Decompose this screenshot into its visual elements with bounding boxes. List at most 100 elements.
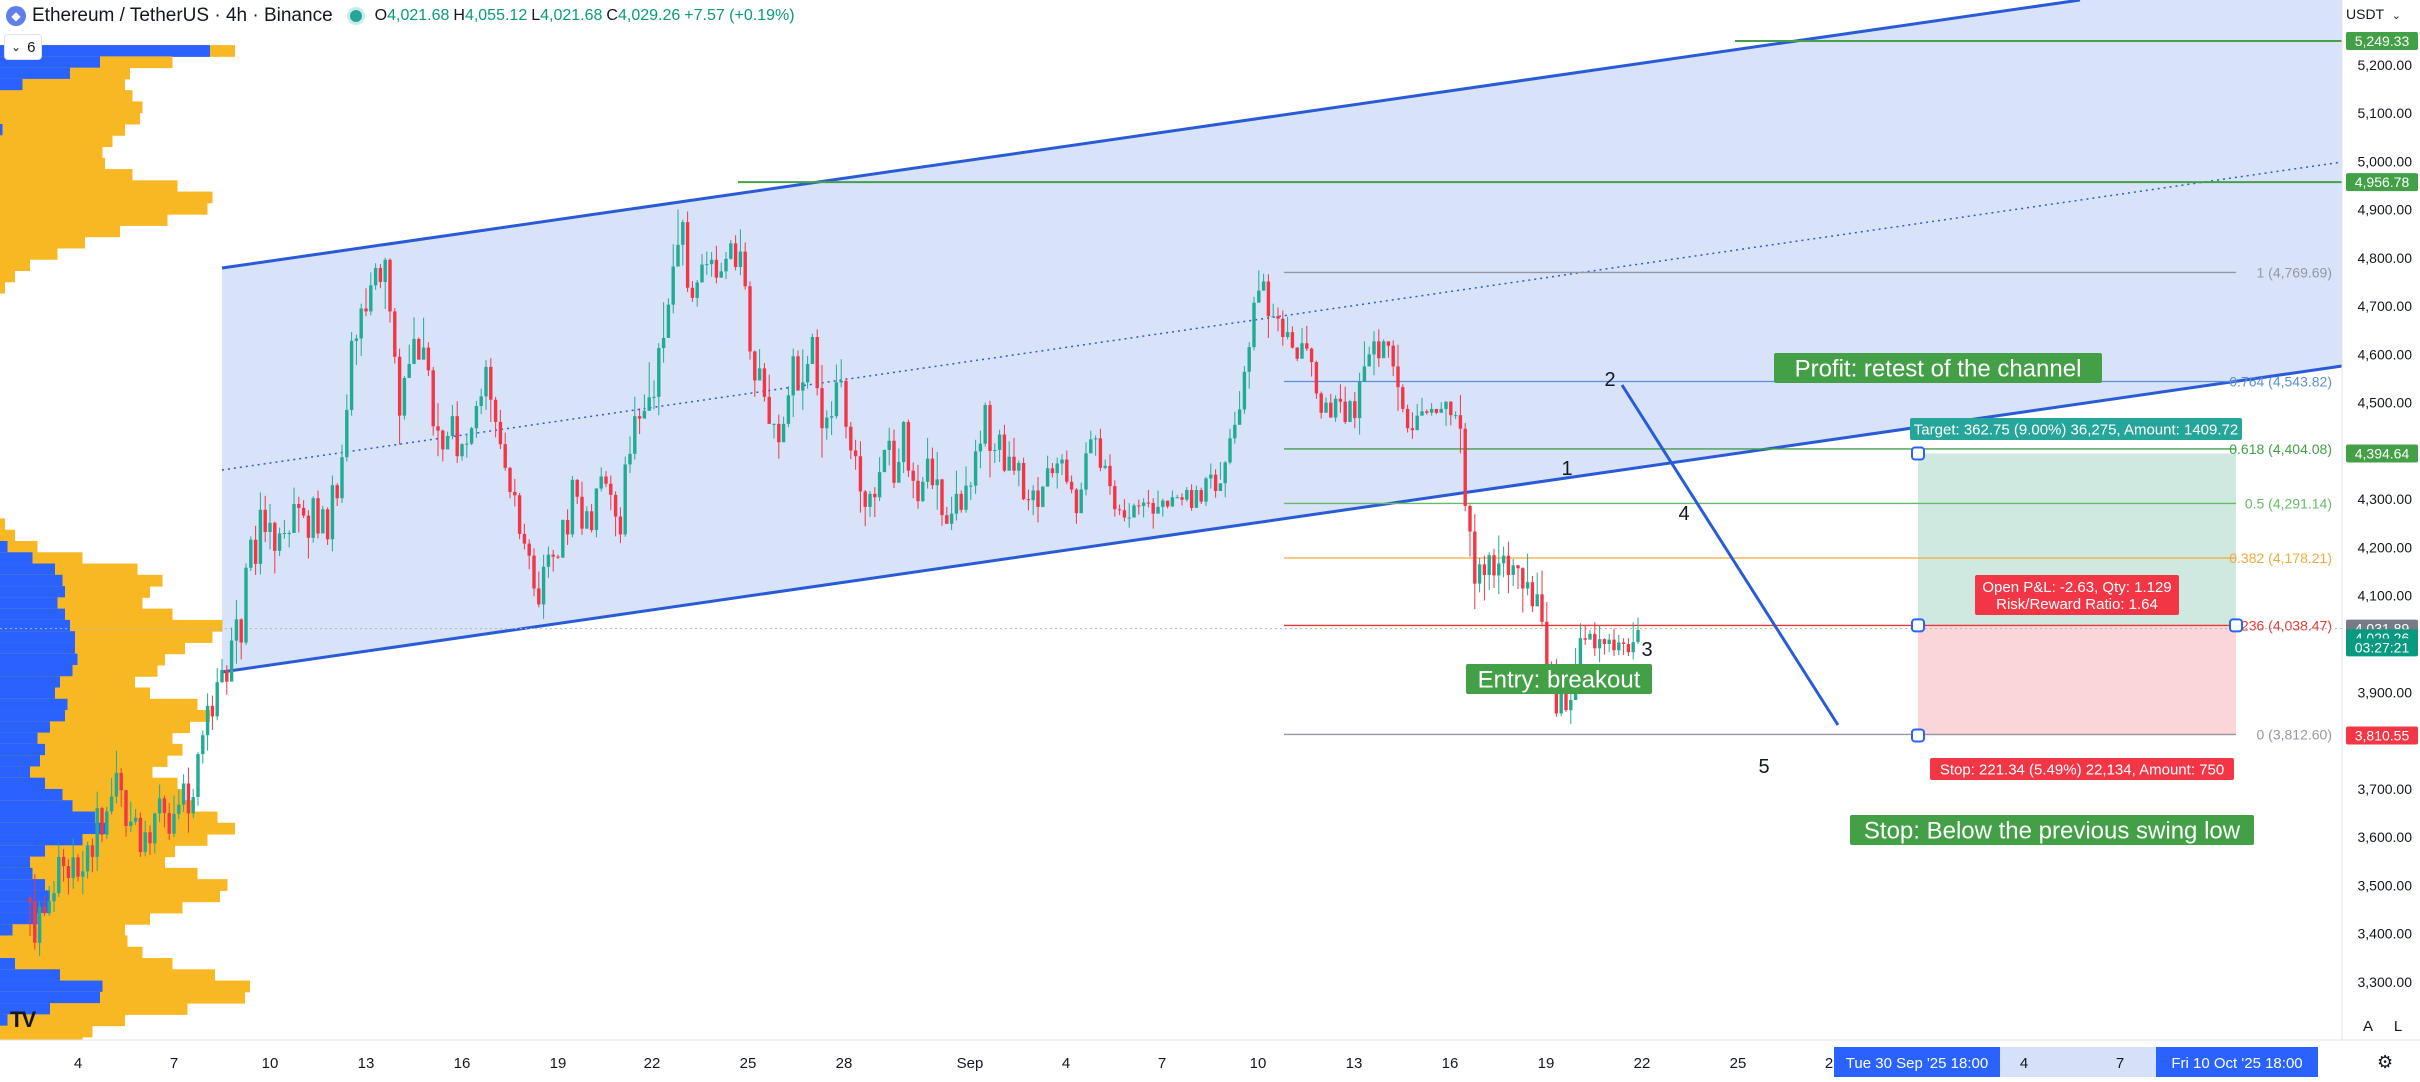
downtrend-line[interactable] (1620, 384, 1840, 726)
candle-body[interactable] (719, 271, 723, 278)
candle-body[interactable] (1569, 699, 1573, 711)
candle-body[interactable] (1353, 401, 1357, 419)
candle-body[interactable] (205, 705, 210, 736)
candle-body[interactable] (1290, 332, 1295, 348)
candle-body[interactable] (1588, 633, 1592, 640)
candle-body[interactable] (853, 450, 858, 457)
candle-body[interactable] (1559, 688, 1563, 714)
candle-body[interactable] (474, 406, 479, 429)
candle-body[interactable] (537, 588, 541, 605)
stop-label-bg[interactable] (1930, 758, 2234, 780)
candle-body[interactable] (551, 554, 555, 557)
candle-body[interactable] (229, 640, 234, 682)
candle-body[interactable] (911, 470, 915, 481)
candle-body[interactable] (1151, 503, 1155, 514)
candle-body[interactable] (244, 567, 248, 643)
candle-body[interactable] (1266, 281, 1271, 317)
candle-body[interactable] (1597, 639, 1602, 649)
candle-body[interactable] (1309, 348, 1314, 363)
candle-body[interactable] (148, 832, 152, 844)
candle-body[interactable] (1473, 531, 1477, 584)
candle-body[interactable] (1060, 459, 1064, 464)
candle-body[interactable] (637, 416, 642, 419)
candle-body[interactable] (340, 457, 344, 499)
candle-body[interactable] (297, 504, 301, 508)
auto-scale-button[interactable]: A (2362, 1017, 2373, 1035)
candle-body[interactable] (541, 566, 546, 605)
candle-body[interactable] (431, 370, 435, 427)
candle-body[interactable] (738, 251, 743, 268)
candle-body[interactable] (633, 416, 637, 454)
candle-body[interactable] (988, 405, 992, 451)
candle-body[interactable] (1405, 408, 1410, 429)
gear-icon[interactable]: ⚙ (2377, 1052, 2394, 1072)
candle-body[interactable] (1285, 332, 1290, 337)
candle-body[interactable] (1449, 401, 1453, 416)
candle-body[interactable] (417, 338, 421, 360)
candle-body[interactable] (613, 494, 618, 517)
candle-body[interactable] (714, 259, 719, 278)
candle-body[interactable] (1213, 474, 1218, 491)
candle-body[interactable] (301, 507, 306, 516)
candle-body[interactable] (61, 856, 66, 867)
candle-body[interactable] (1170, 497, 1175, 507)
candle-body[interactable] (700, 264, 704, 283)
candle-body[interactable] (143, 832, 147, 853)
candle-body[interactable] (1175, 497, 1179, 499)
candle-body[interactable] (1396, 366, 1400, 388)
candle-body[interactable] (1180, 497, 1184, 500)
candle-body[interactable] (1199, 490, 1203, 502)
candle-body[interactable] (407, 364, 411, 379)
candle-body[interactable] (119, 772, 123, 791)
candle-body[interactable] (359, 308, 363, 339)
candle-body[interactable] (1002, 434, 1007, 471)
candle-body[interactable] (508, 467, 512, 492)
candle-body[interactable] (1189, 490, 1194, 508)
candle-body[interactable] (916, 480, 920, 502)
candle-body[interactable] (90, 845, 95, 857)
candle-body[interactable] (781, 423, 786, 443)
candle-body[interactable] (839, 380, 843, 383)
candle-body[interactable] (373, 267, 378, 286)
candle-body[interactable] (757, 368, 762, 381)
candle-body[interactable] (354, 338, 359, 341)
symbol-title[interactable]: Ethereum / TetherUS · 4h · Binance (32, 5, 333, 26)
candle-body[interactable] (201, 735, 205, 755)
candle-body[interactable] (1506, 555, 1511, 575)
candle-body[interactable] (436, 426, 440, 431)
candle-body[interactable] (575, 479, 579, 497)
candle-body[interactable] (1141, 502, 1146, 506)
candle-body[interactable] (81, 871, 85, 877)
candle-body[interactable] (695, 282, 699, 298)
candle-body[interactable] (1233, 424, 1237, 439)
candle-body[interactable] (138, 817, 143, 853)
candle-body[interactable] (1041, 486, 1045, 507)
candle-body[interactable] (1247, 347, 1251, 372)
candle-body[interactable] (1026, 499, 1031, 501)
candle-body[interactable] (1098, 438, 1103, 468)
candle-body[interactable] (685, 222, 690, 288)
candle-body[interactable] (263, 509, 267, 533)
candle-body[interactable] (1127, 517, 1131, 519)
candle-body[interactable] (724, 258, 728, 272)
candle-body[interactable] (1636, 629, 1640, 643)
candle-body[interactable] (1017, 462, 1021, 471)
candle-body[interactable] (973, 451, 978, 486)
candle-body[interactable] (762, 368, 767, 397)
candle-body[interactable] (1329, 402, 1333, 418)
candle-body[interactable] (42, 906, 47, 914)
candle-body[interactable] (906, 421, 911, 471)
candle-body[interactable] (1036, 490, 1040, 507)
candle-body[interactable] (465, 443, 469, 445)
candle-body[interactable] (1223, 462, 1227, 484)
candle-body[interactable] (1348, 401, 1352, 422)
candle-body[interactable] (1540, 594, 1544, 622)
candle-body[interactable] (426, 347, 431, 371)
candle-body[interactable] (493, 399, 498, 422)
candle-body[interactable] (1021, 462, 1026, 500)
candle-body[interactable] (1410, 428, 1415, 431)
candle-body[interactable] (825, 417, 829, 429)
candle-body[interactable] (1377, 341, 1381, 359)
candle-body[interactable] (901, 421, 906, 463)
